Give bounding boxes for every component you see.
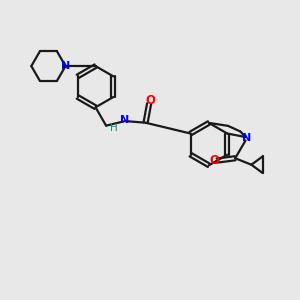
Text: N: N bbox=[120, 116, 129, 125]
Text: H: H bbox=[110, 123, 118, 133]
Text: N: N bbox=[242, 133, 252, 142]
Text: O: O bbox=[145, 94, 155, 106]
Text: N: N bbox=[61, 61, 70, 71]
Text: O: O bbox=[210, 154, 220, 167]
